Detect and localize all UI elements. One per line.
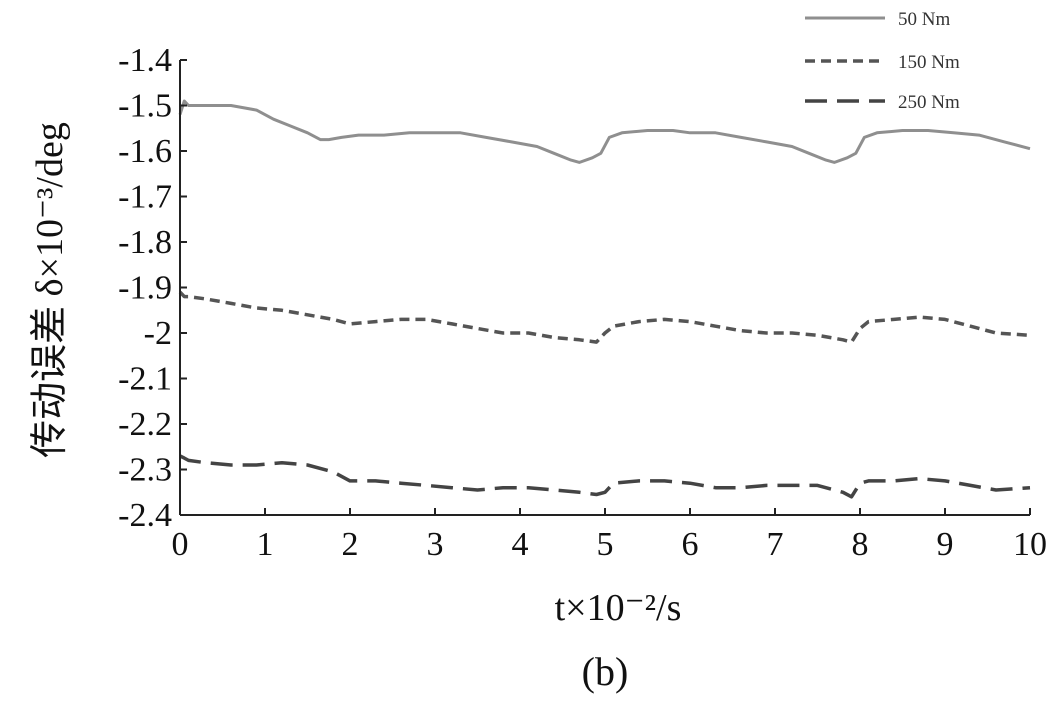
axes bbox=[179, 60, 1030, 516]
series-line-2 bbox=[178, 290, 1031, 344]
y-tick-label: -2.3 bbox=[118, 452, 172, 489]
y-tick-label: -1.6 bbox=[118, 133, 172, 170]
x-tick-label: 2 bbox=[342, 526, 359, 563]
y-tick-label: -2 bbox=[144, 315, 172, 352]
x-axis-title: t×10⁻²/s bbox=[555, 587, 682, 629]
y-tick-label: -2.1 bbox=[118, 361, 172, 398]
subfigure-caption: (b) bbox=[582, 649, 629, 694]
x-tick-label: 5 bbox=[597, 526, 614, 563]
x-tick-label: 9 bbox=[937, 526, 954, 563]
x-tick-label: 1 bbox=[257, 526, 274, 563]
y-tick-label: -1.4 bbox=[118, 42, 172, 79]
y-tick-label: -1.8 bbox=[118, 224, 172, 261]
y-tick-label: -2.4 bbox=[118, 497, 172, 534]
plot-lines bbox=[178, 99, 1031, 499]
y-tick-label: -1.5 bbox=[118, 88, 172, 125]
y-axis-title: 传动误差 δ×10⁻³/deg bbox=[29, 122, 71, 458]
x-tick-label: 7 bbox=[767, 526, 784, 563]
x-tick-label: 8 bbox=[852, 526, 869, 563]
x-tick-label: 4 bbox=[512, 526, 529, 563]
ticks: 0 1 2 3 4 5 6 7 8 9 10 -1.4 -1.5 -1.6 -1.7 -1.8 -1.9 -2 -2… bbox=[118, 42, 1047, 563]
x-tick-label: 10 bbox=[1013, 526, 1047, 563]
legend-label-2: 150 Nm bbox=[898, 52, 960, 73]
x-tick-label: 6 bbox=[682, 526, 699, 563]
legend: 50 Nm 150 Nm 250 Nm bbox=[805, 9, 960, 113]
x-tick-label: 3 bbox=[427, 526, 444, 563]
x-tick-label: 0 bbox=[172, 526, 189, 563]
series-line-1 bbox=[178, 99, 1031, 164]
y-tick-label: -1.9 bbox=[118, 270, 172, 307]
y-tick-label: -2.2 bbox=[118, 406, 172, 443]
series-line-3 bbox=[179, 454, 1031, 499]
legend-label-1: 50 Nm bbox=[898, 9, 950, 30]
y-tick-label: -1.7 bbox=[118, 179, 172, 216]
legend-label-3: 250 Nm bbox=[898, 92, 960, 113]
